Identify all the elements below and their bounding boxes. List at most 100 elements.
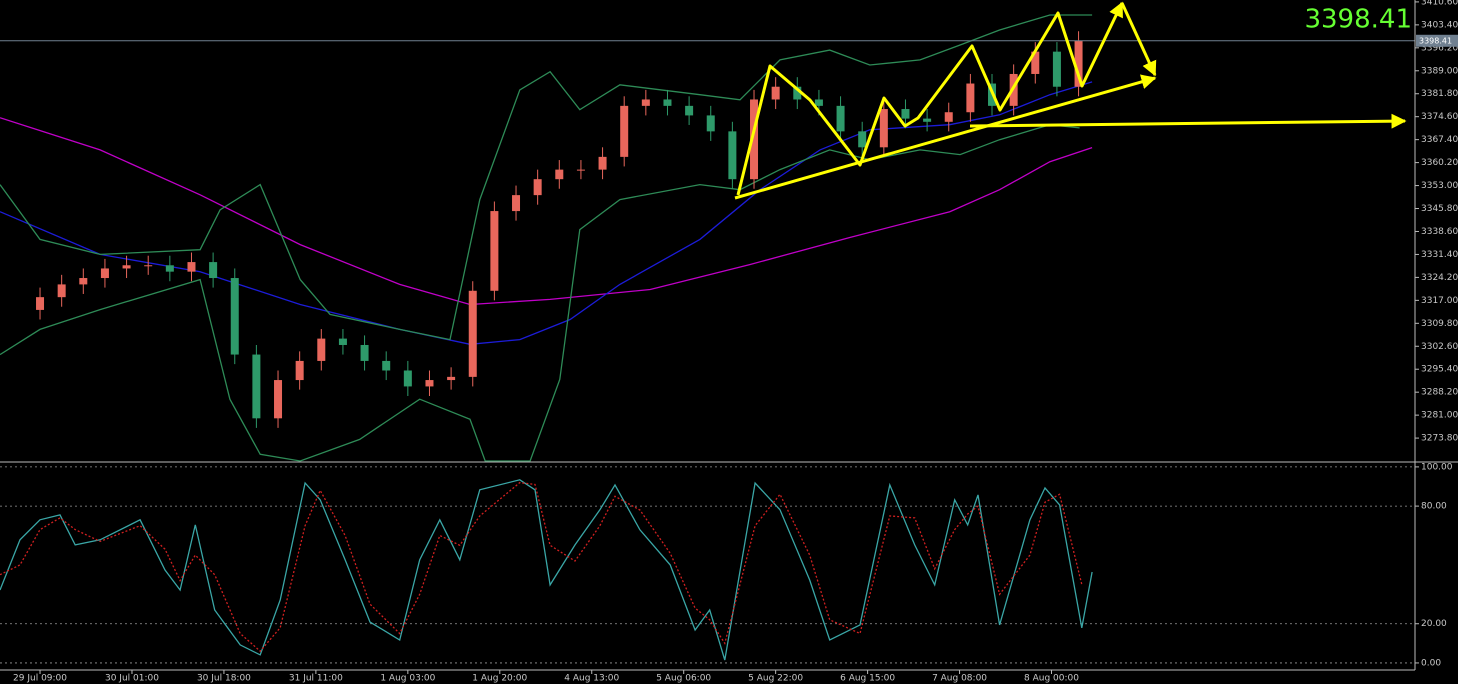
candle-body [879,109,888,148]
y-tick-label: 3389.00 [1421,66,1458,76]
candle-body [490,211,499,291]
candle-body [1052,51,1061,87]
x-tick-label: 30 Jul 18:00 [197,674,251,684]
y-tick-label: 3381.80 [1421,89,1458,99]
candle-body [663,99,672,106]
candle-body [317,338,326,361]
x-tick-label: 6 Aug 15:00 [840,674,895,684]
candle-body [447,376,456,381]
zigzag-pattern [736,1,1124,196]
candle-body [836,105,845,132]
candle-body [944,112,953,122]
candle-body [252,354,261,419]
candle-body [165,265,174,272]
candle-body [641,99,650,106]
y-tick-label: 100.00 [1421,462,1453,472]
y-tick-label: 3338.60 [1421,227,1458,237]
candle-body [79,278,88,285]
candle-body [793,86,802,100]
candle-body [598,156,607,170]
x-tick-label: 4 Aug 13:00 [564,674,619,684]
candle-body [901,109,910,119]
y-tick-label: 0.00 [1421,658,1441,668]
y-tick-label: 3281.00 [1421,411,1458,421]
candle-body [750,99,759,180]
indicator-line [0,124,1080,462]
y-tick-label: 3309.80 [1421,319,1458,329]
y-tick-label: 3288.20 [1421,388,1458,398]
y-tick-label: 3360.20 [1421,158,1458,168]
candle-body [274,380,283,419]
indicator-line [0,14,1093,341]
candle-body [576,169,585,171]
trendline [734,74,1157,200]
last-price-big: 3398.41 [1304,5,1412,35]
last-price-label: 3398.41 [1419,36,1452,45]
candle-body [209,262,218,279]
y-tick-label: 3345.80 [1421,204,1458,214]
y-tick-label: 3410.60 [1421,0,1458,7]
y-tick-label: 80.00 [1421,502,1447,512]
candle-body [57,284,66,298]
candle-body [144,265,153,267]
y-tick-label: 3273.80 [1421,434,1458,444]
last-price-tag [1416,34,1458,47]
candle-body [100,268,109,279]
candle-body [533,179,542,196]
candle-body [966,83,975,113]
candle-body [771,86,780,100]
y-tick-label: 3403.40 [1421,20,1458,30]
x-tick-label: 31 Jul 11:00 [289,674,343,684]
candle-body [468,290,477,377]
candle-body [1031,51,1040,74]
y-tick-label: 3324.20 [1421,273,1458,283]
indicator-line [0,479,1093,661]
support-line [969,113,1407,129]
candle-body [230,278,239,355]
candle-body [425,380,434,387]
y-tick-label: 3396.20 [1421,43,1458,53]
y-tick-label: 3317.00 [1421,296,1458,306]
indicator-line [0,117,1093,306]
candle-body [295,360,304,381]
trend-annotations [734,1,1407,200]
candle-body [338,338,347,345]
y-tick-label: 3353.00 [1421,181,1458,191]
labels: 3398.41 [1304,5,1412,35]
candle-body [858,131,867,148]
x-tick-label: 1 Aug 20:00 [472,674,527,684]
projection-arrow [1120,2,1157,77]
candle-body [706,115,715,132]
y-tick-label: 3295.40 [1421,365,1458,375]
candle-body [620,105,629,157]
oscillator-panel [0,466,1415,664]
y-tick-label: 3367.40 [1421,135,1458,145]
y-tick-label: 20.00 [1421,619,1447,629]
candle-body [1074,40,1083,87]
candle-body [187,262,196,272]
x-tick-label: 30 Jul 01:00 [105,674,159,684]
candle-body [555,169,564,180]
indicator-line [0,481,1083,653]
candle-body [728,131,737,180]
y-tick-label: 3302.60 [1421,342,1458,352]
x-tick-label: 29 Jul 09:00 [13,674,67,684]
candle-body [814,99,823,106]
x-tick-label: 8 Aug 00:00 [1024,674,1079,684]
x-tick-label: 5 Aug 22:00 [748,674,803,684]
candle-body [685,105,694,116]
x-tick-label: 5 Aug 06:00 [656,674,711,684]
candle-body [360,344,369,361]
candle-body [36,297,45,310]
y-tick-label: 3374.60 [1421,112,1458,122]
price-panel [0,14,1415,462]
x-tick-label: 1 Aug 03:00 [380,674,435,684]
candle-body [512,195,521,212]
candle-body [122,265,131,269]
indicator-line [0,81,1093,345]
y-tick-label: 3331.40 [1421,250,1458,260]
